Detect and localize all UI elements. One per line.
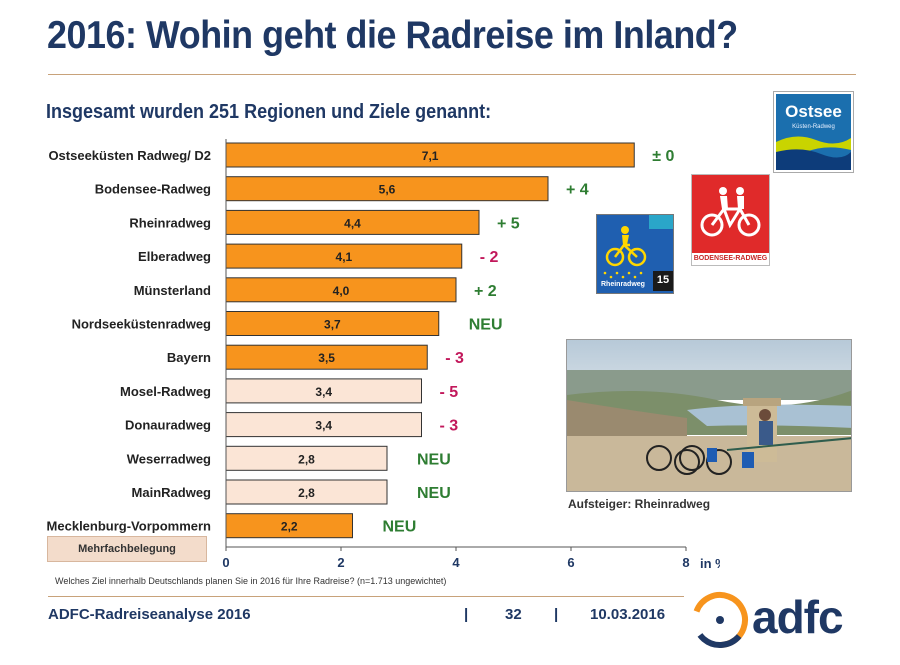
rheinradweg-label: Rheinradweg <box>601 281 645 288</box>
bar-value-label: 4,1 <box>336 250 353 264</box>
ostsee-title: Ostsee <box>785 102 842 121</box>
ostsee-radweg-badge: Ostsee Küsten-Radweg <box>774 92 853 172</box>
category-label: Elberadweg <box>138 249 211 264</box>
change-label: + 4 <box>566 182 589 199</box>
rhein-landscape-photo <box>566 339 852 492</box>
bar-value-label: 5,6 <box>379 183 396 197</box>
bar <box>225 513 353 539</box>
photo-caption: Aufsteiger: Rheinradweg <box>568 497 711 511</box>
change-label: NEU <box>417 485 451 502</box>
change-label: + 5 <box>497 215 520 232</box>
adfc-logo-mark <box>692 592 748 648</box>
category-label: Bayern <box>167 350 211 365</box>
title-divider <box>48 74 856 75</box>
footer-source: ADFC-Radreiseanalyse 2016 <box>48 606 251 623</box>
bar-value-label: 3,4 <box>315 385 332 399</box>
change-label: - 5 <box>440 384 459 401</box>
category-label: Rheinradweg <box>129 215 211 230</box>
bar <box>225 412 422 438</box>
adfc-logo-text: adfc <box>752 591 844 643</box>
page-title: 2016: Wohin geht die Radreise im Inland? <box>47 14 738 57</box>
bar <box>225 344 428 370</box>
chart-subtitle: Insgesamt wurden 251 Regionen und Ziele … <box>46 101 492 123</box>
bodensee-label: BODENSEE-RADWEG <box>693 255 768 262</box>
survey-footnote: Welches Ziel innerhalb Deutschlands plan… <box>55 576 447 586</box>
change-label: - 3 <box>445 350 464 367</box>
change-label: + 2 <box>474 283 497 300</box>
bar-chart: Ostseeküsten Radweg/ D2 7,1 ± 0 Bodensee-Ra… <box>47 139 720 571</box>
bar-value-label: 3,5 <box>318 351 335 365</box>
footer-divider <box>48 596 684 597</box>
photo-illustration <box>567 340 851 491</box>
bar <box>225 243 463 269</box>
category-label: Ostseeküsten Radweg/ D2 <box>48 148 211 163</box>
x-tick-label: 0 <box>222 555 229 570</box>
bar-value-label: 2,8 <box>298 486 315 500</box>
change-label: - 3 <box>440 418 459 435</box>
footer-separator-2: | <box>554 606 559 623</box>
category-label: Bodensee-Radweg <box>95 182 211 197</box>
rheinradweg-cyclist-icon <box>603 215 673 291</box>
bar <box>225 176 549 202</box>
category-label: Mosel-Radweg <box>120 384 211 399</box>
bar-value-label: 3,7 <box>324 318 341 332</box>
rheinradweg-badge: Rheinradweg 15 <box>596 214 674 294</box>
bar-value-label: 2,2 <box>281 520 298 534</box>
bodensee-radweg-badge: BODENSEE-RADWEG <box>691 174 770 266</box>
category-label: Donauradweg <box>125 418 211 433</box>
bar-value-label: 7,1 <box>422 149 439 163</box>
ostsee-subtitle: Küsten-Radweg <box>792 124 835 130</box>
change-label: NEU <box>417 451 451 468</box>
category-label: MainRadweg <box>132 485 212 500</box>
tandem-bicycle-icon <box>700 187 761 237</box>
footer-separator-1: | <box>464 606 469 623</box>
category-label: Weserradweg <box>127 451 211 466</box>
change-label: NEU <box>383 519 417 536</box>
footer-date: 10.03.2016 <box>590 606 666 623</box>
x-tick-label: 4 <box>452 555 460 570</box>
bar-value-label: 4,0 <box>333 284 350 298</box>
adfc-logo: adfc <box>686 584 856 656</box>
x-tick-label: 2 <box>337 555 344 570</box>
x-axis-unit: in % <box>700 556 720 571</box>
change-label: - 2 <box>480 249 499 266</box>
bar <box>225 277 457 303</box>
x-tick-label: 6 <box>567 555 574 570</box>
rheinradweg-number: 15 <box>656 274 670 286</box>
bar-value-label: 2,8 <box>298 452 315 466</box>
bar-value-label: 4,4 <box>344 216 361 230</box>
footer-page-number: 32 <box>505 606 522 623</box>
bar <box>225 209 480 235</box>
category-label: Münsterland <box>134 283 211 298</box>
category-label: Nordseeküstenradweg <box>72 317 211 332</box>
legend-mehrfachbelegung: Mehrfachbelegung <box>47 536 207 562</box>
change-label: ± 0 <box>652 148 674 165</box>
bar-value-label: 3,4 <box>315 419 332 433</box>
bodensee-red-panel <box>692 175 769 253</box>
ostsee-wave-graphic <box>776 136 851 170</box>
bar <box>225 142 635 168</box>
change-label: NEU <box>469 317 503 334</box>
x-tick-label: 8 <box>682 555 689 570</box>
category-label: Mecklenburg-Vorpommern <box>47 519 212 534</box>
bar <box>225 311 440 336</box>
